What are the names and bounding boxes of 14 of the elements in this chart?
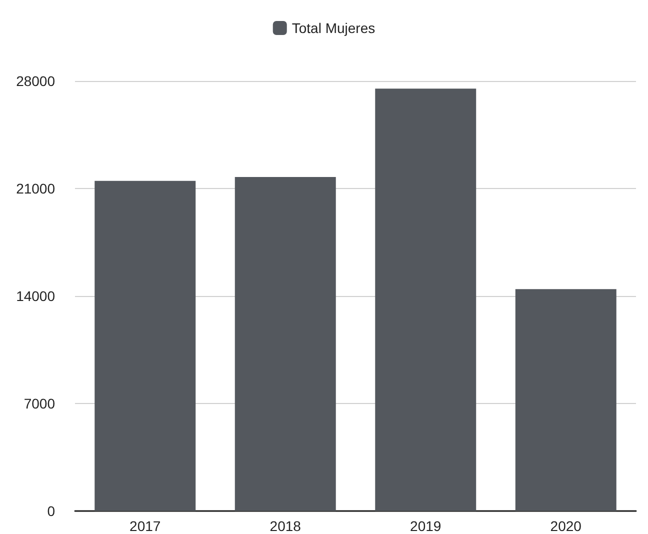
- bar: [94, 180, 196, 511]
- y-tick-label: 0: [47, 503, 56, 519]
- y-tick-label: 7000: [24, 396, 56, 412]
- y-tick-label: 14000: [16, 288, 56, 304]
- x-tick-label: 2020: [550, 518, 582, 534]
- y-tick-label: 28000: [16, 73, 56, 89]
- bar: [515, 289, 616, 511]
- legend-label: Total Mujeres: [292, 20, 376, 36]
- x-tick-label: 2018: [270, 518, 302, 534]
- y-tick-label: 21000: [16, 180, 56, 196]
- x-tick-label: 2017: [130, 518, 161, 534]
- bar: [375, 88, 476, 511]
- x-tick-label: 2019: [410, 518, 442, 534]
- bar: [234, 176, 336, 511]
